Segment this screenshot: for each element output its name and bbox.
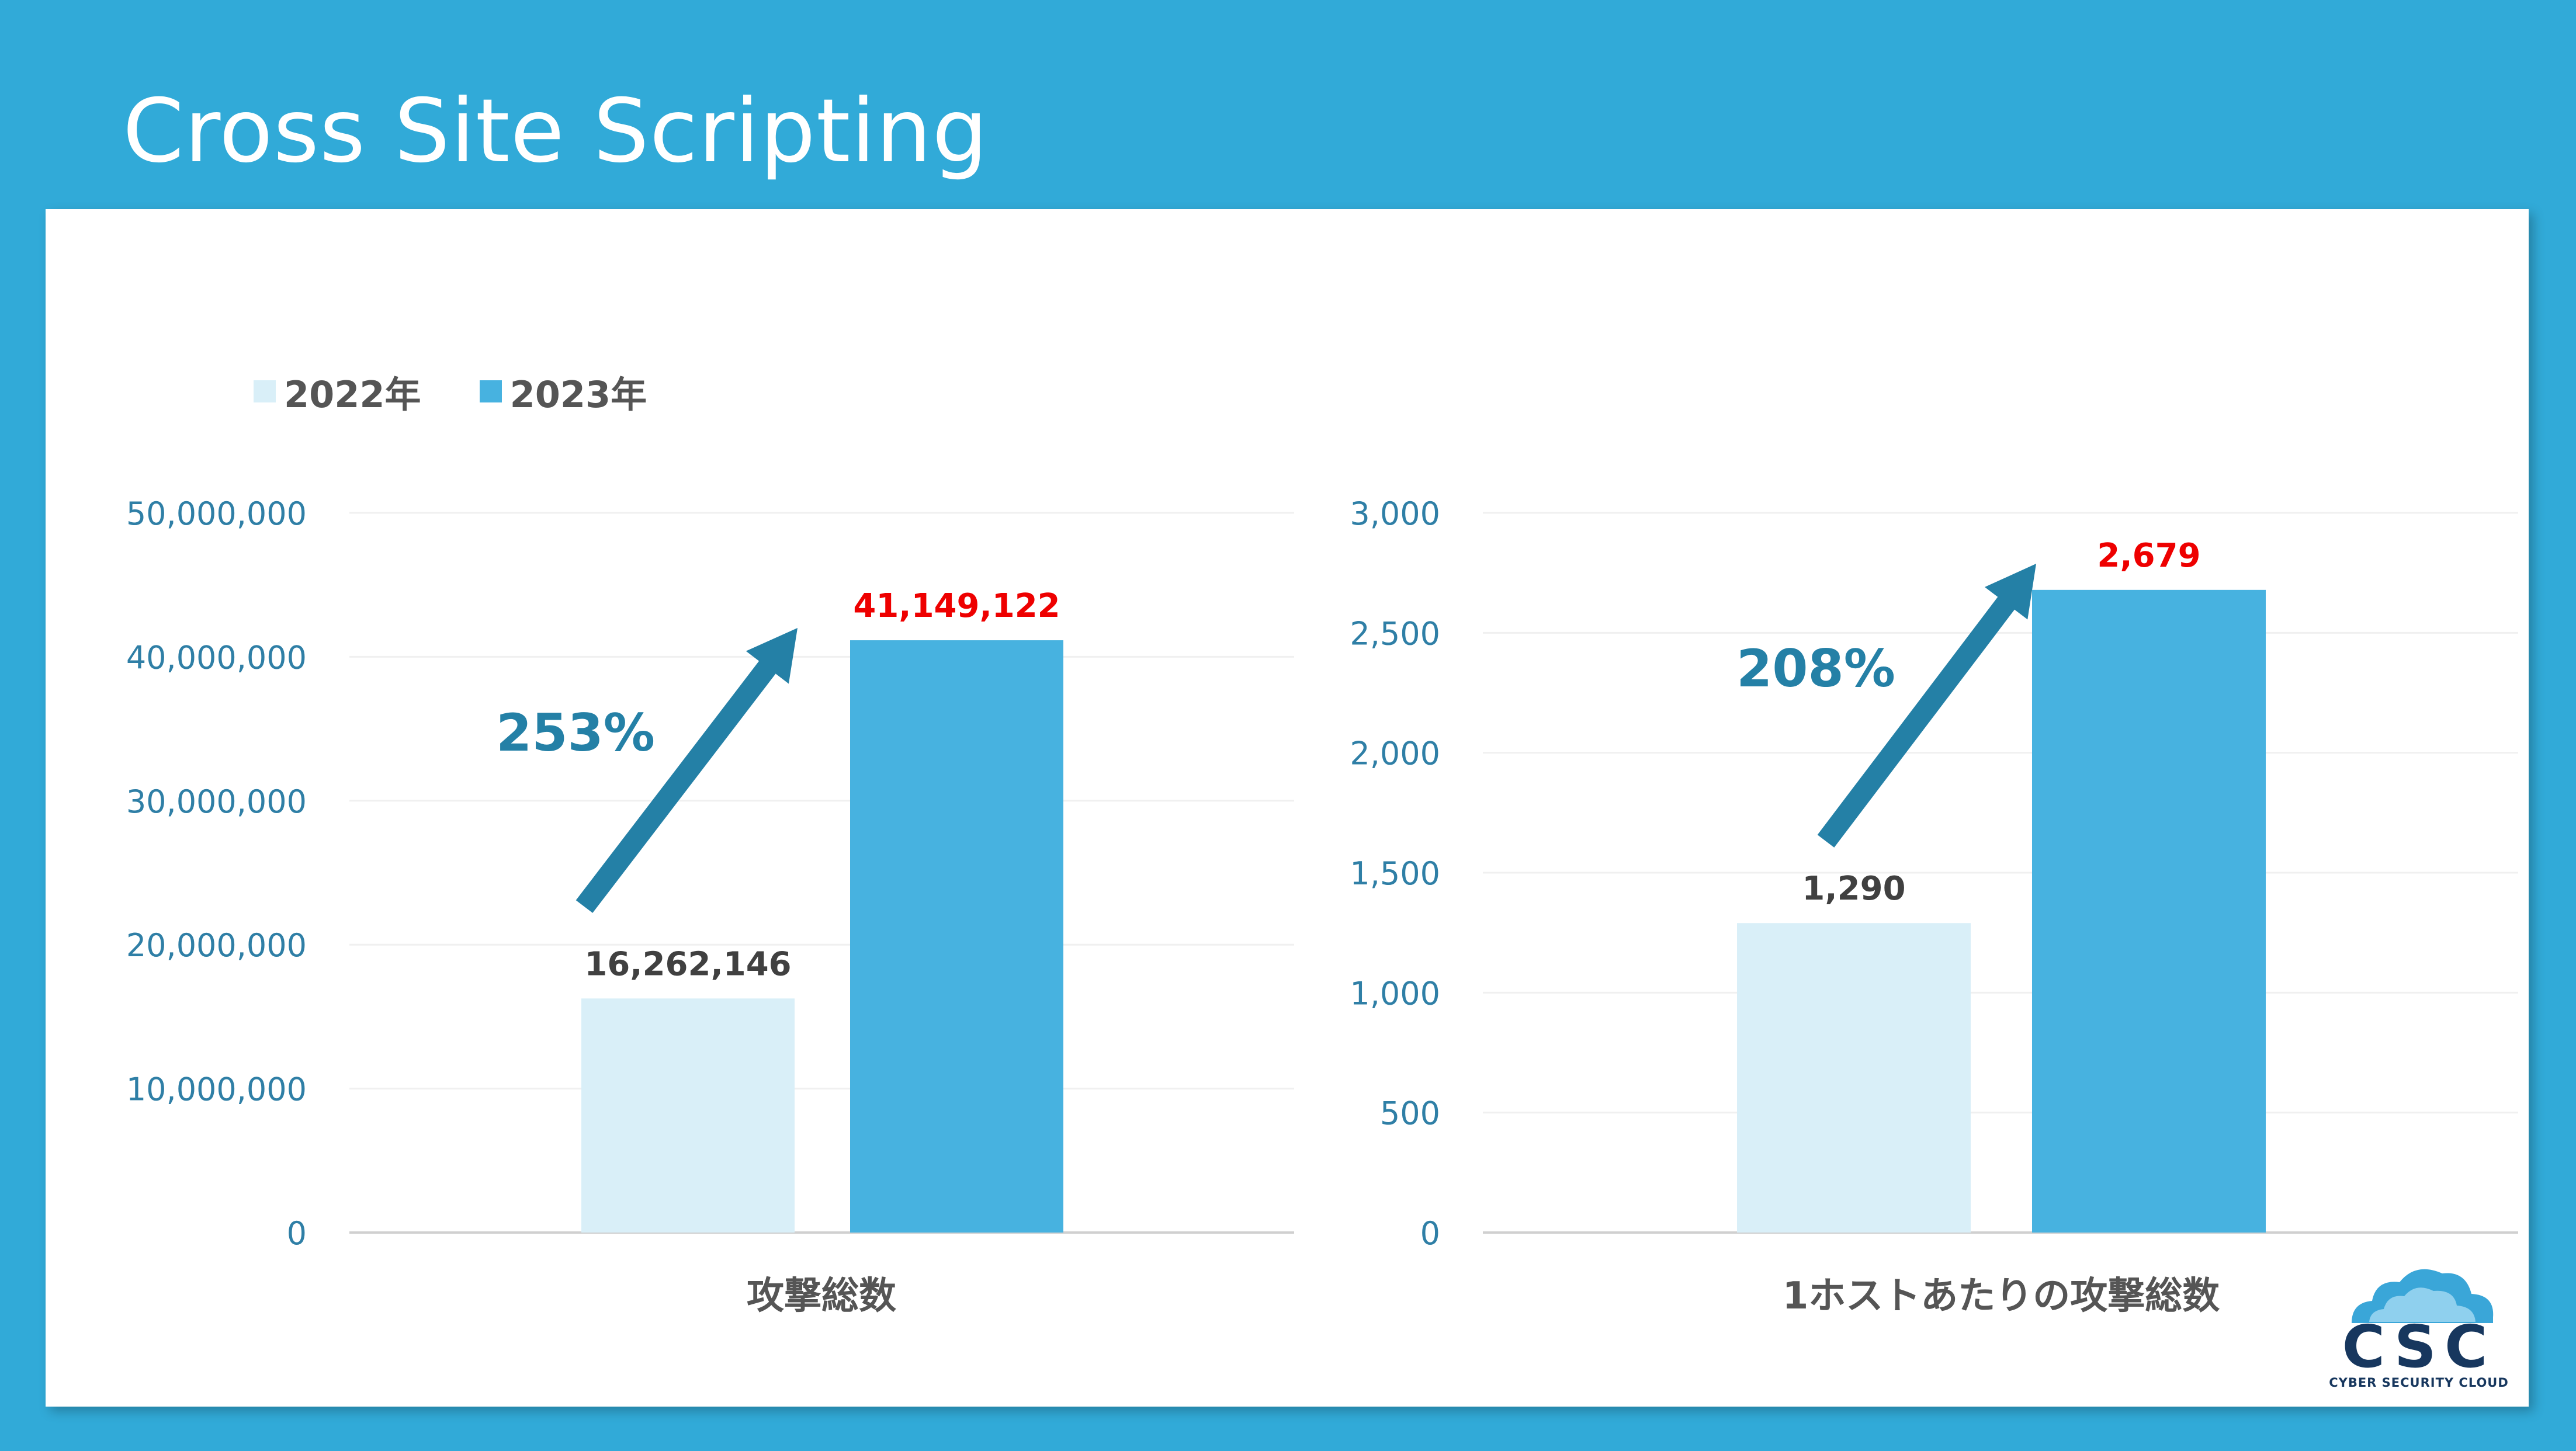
y-tick-label: 500 [1380,1095,1440,1132]
category-label: 攻撃総数 [747,1275,896,1318]
y-tick-label: 2,500 [1350,615,1440,652]
logo-text: CSC [2342,1313,2496,1376]
y-tick-label: 3,000 [1350,495,1440,532]
data-label-2022: 16,262,146 [584,945,791,983]
cloud-icon: CSC [2342,1269,2496,1381]
legend-item-2022: 2022年 [254,365,421,418]
growth-arrow-icon [575,628,798,913]
data-label-2022: 1,290 [1802,870,1905,908]
slide-title: Cross Site Scripting [123,81,989,182]
bar-2023 [850,640,1063,1233]
y-tick-label: 50,000,000 [126,495,307,532]
legend-label-2022: 2022年 [284,373,421,416]
y-tick-label: 0 [1420,1215,1440,1252]
y-tick-label: 40,000,000 [126,639,307,676]
y-tick-label: 20,000,000 [126,927,307,964]
growth-annotation: 253% [496,703,655,763]
data-label-2023: 2,679 [2097,537,2200,575]
y-tick-label: 1,000 [1350,975,1440,1012]
bar-2022 [581,998,795,1233]
chart-total-attacks: 0 10,000,000 20,000,000 30,000,000 40,000,00… [126,495,1294,1318]
growth-arrow-icon [1817,564,2036,848]
legend-item-2023: 2023年 [479,365,647,418]
bar-2023 [2032,589,2266,1233]
y-tick-label: 10,000,000 [126,1071,307,1108]
bar-2022 [1737,923,1971,1233]
y-tick-label: 30,000,000 [126,783,307,820]
chart-legend: 2022年 2023年 [254,365,647,418]
legend-swatch-2023 [479,380,502,402]
chart-attacks-per-host: 0 500 1,000 1,500 2,000 2,500 3,000 1,290 2,679 1… [1350,495,2518,1318]
y-tick-label: 1,500 [1350,855,1440,892]
y-tick-label: 2,000 [1350,735,1440,772]
legend-label-2023: 2023年 [509,373,647,416]
category-label: 1ホストあたりの攻撃総数 [1783,1275,2220,1318]
growth-annotation: 208% [1736,638,1895,699]
company-logo: CSC CYBER SECURITY CLOUD [2328,1259,2509,1393]
logo-caption: CYBER SECURITY CLOUD [2329,1376,2509,1390]
legend-swatch-2022 [254,380,276,402]
y-tick-label: 0 [287,1215,307,1252]
data-label-2023: 41,149,122 [853,587,1060,625]
